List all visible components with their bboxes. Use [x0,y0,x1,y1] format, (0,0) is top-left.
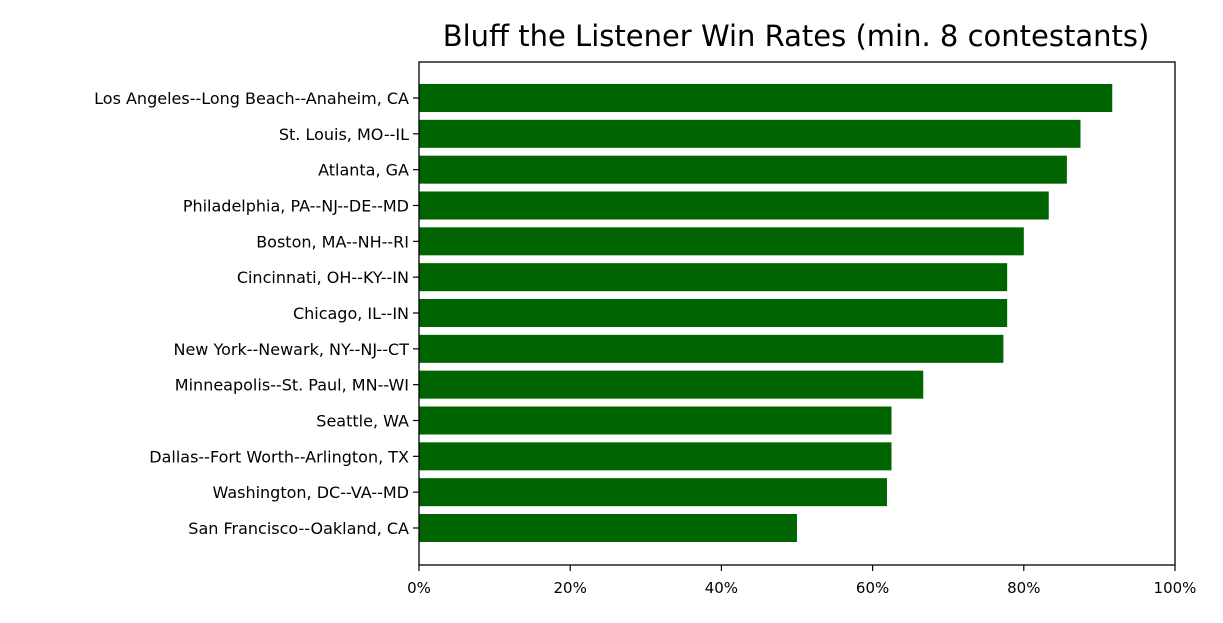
bar [419,334,1004,363]
plot-frame [418,61,1176,566]
category-label: Washington, DC--VA--MD [213,483,409,502]
bar [419,84,1113,112]
x-tick-label: 60% [856,579,889,597]
category-label: San Francisco--Oakland, CA [188,519,409,538]
category-label: Dallas--Fort Worth--Arlington, TX [149,447,409,466]
bar [419,370,924,399]
chart-title: Bluff the Listener Win Rates (min. 8 con… [443,19,1150,53]
bar [419,155,1067,184]
bar [419,442,892,471]
category-label: Atlanta, GA [318,161,409,180]
category-label: Chicago, IL--IN [293,304,409,323]
bar [419,514,797,542]
category-label: Minneapolis--St. Paul, MN--WI [175,376,409,395]
category-label: Cincinnati, OH--KY--IN [237,268,409,287]
bar [419,263,1008,292]
x-tick-label: 40% [705,579,738,597]
category-label: Boston, MA--NH--RI [256,232,409,251]
x-tick-label: 20% [554,579,587,597]
bar [419,299,1008,327]
x-tick-label: 100% [1154,579,1197,597]
bar [419,478,887,507]
category-labels: Los Angeles--Long Beach--Anaheim, CA St. … [94,89,419,538]
x-axis-ticks: 0% 20% 40% 60% 80% 100% [407,565,1196,597]
category-label: New York--Newark, NY--NJ--CT [173,340,409,359]
category-label: Los Angeles--Long Beach--Anaheim, CA [94,89,409,108]
x-tick-label: 80% [1007,579,1040,597]
bar [419,119,1081,148]
category-label: Seattle, WA [316,412,409,431]
bar [419,227,1024,256]
bars-group [419,84,1113,542]
category-label: Philadelphia, PA--NJ--DE--MD [183,197,409,216]
category-label: St. Louis, MO--IL [279,125,409,144]
bar [419,406,892,435]
bar [419,191,1049,220]
x-tick-label: 0% [407,579,431,597]
